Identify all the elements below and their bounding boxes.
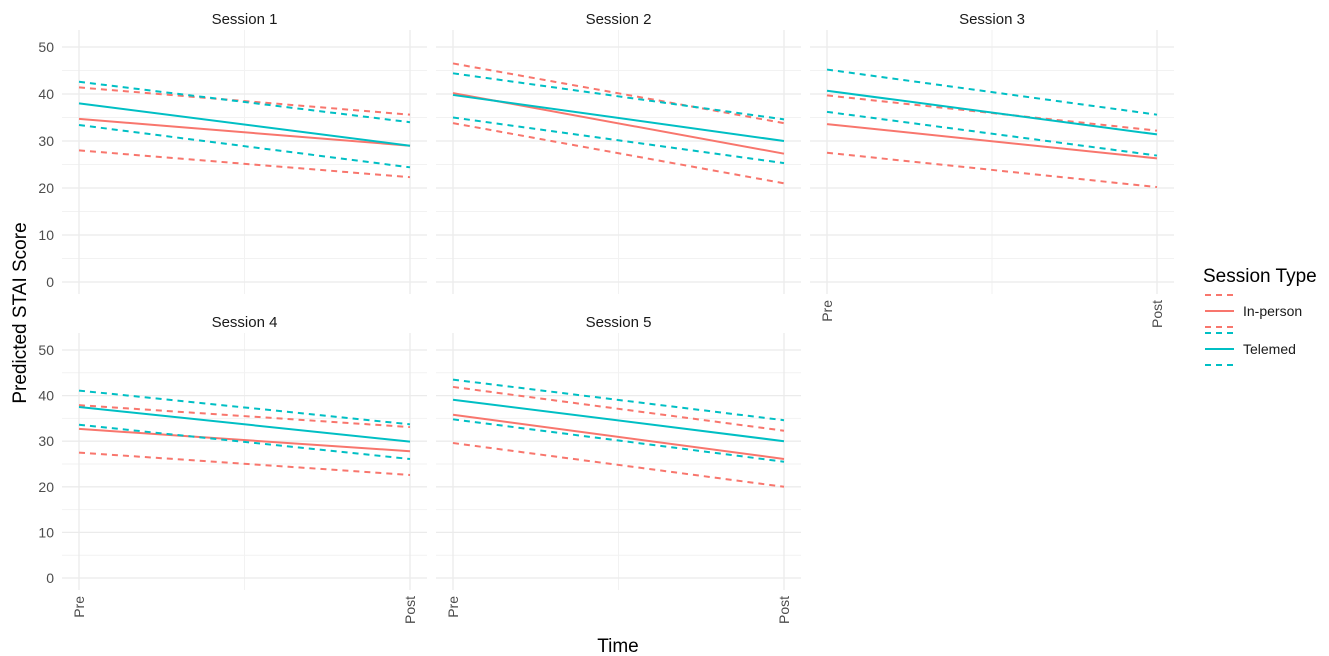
y-tick-label: 30: [38, 433, 54, 449]
y-tick-label: 20: [38, 479, 54, 495]
fit-line-telemed: [826, 89, 1158, 136]
y-tick-label: 10: [38, 524, 54, 540]
fit-line-telemed: [78, 406, 411, 443]
ci-upper-line-telemed: [78, 80, 411, 124]
x-tick-label: Pre: [445, 596, 461, 618]
fit-line-in-person: [826, 123, 1158, 160]
x-axis-title: Time: [597, 636, 639, 656]
panel-1: Session 1 0 10 20 30 40 50: [38, 11, 427, 294]
y-tick-label: 0: [46, 274, 54, 290]
panel-title: Session 3: [959, 11, 1025, 28]
fit-line-telemed: [78, 102, 411, 147]
panel-5: Session 5 Pre Post: [436, 314, 801, 624]
legend-label: Telemed: [1243, 341, 1296, 357]
y-tick-label: 10: [38, 227, 54, 243]
fit-line-telemed: [452, 398, 785, 443]
ci-lower-line-in-person: [78, 451, 411, 476]
ci-upper-line-in-person: [452, 385, 785, 432]
ci-lower-line-telemed: [78, 124, 411, 169]
legend: Session Type In-person Telemed: [1203, 266, 1317, 366]
x-tick-label: Post: [776, 596, 792, 624]
y-tick-label: 40: [38, 388, 54, 404]
y-tick-label: 30: [38, 133, 54, 149]
x-tick-label: Pre: [819, 300, 835, 322]
y-axis-title: Predicted STAI Score: [10, 222, 31, 403]
panel-4: Session 4 0 10 20 30 40 50 Pre Post: [38, 314, 427, 624]
fit-line-telemed: [452, 93, 785, 142]
ci-upper-line-in-person: [452, 62, 785, 125]
y-tick-label: 20: [38, 180, 54, 196]
x-tick-label: Post: [1149, 300, 1165, 328]
facet-panels: Session 1 0 10 20 30 40 50 Session 2 Session 3 Pr…: [38, 11, 1174, 624]
ci-lower-line-telemed: [78, 423, 411, 460]
x-tick-label: Post: [402, 596, 418, 624]
ci-lower-line-in-person: [826, 151, 1158, 189]
y-tick-label: 50: [38, 342, 54, 358]
ci-upper-line-telemed: [452, 72, 785, 121]
ci-upper-line-telemed: [826, 68, 1158, 116]
fit-line-in-person: [78, 117, 411, 147]
ci-lower-line-telemed: [826, 110, 1158, 157]
ci-lower-line-in-person: [452, 442, 785, 488]
fit-line-in-person: [452, 413, 785, 460]
ci-lower-line-in-person: [78, 149, 411, 179]
y-tick-label: 0: [46, 570, 54, 586]
ci-lower-line-telemed: [452, 116, 785, 165]
ci-upper-line-in-person: [78, 404, 411, 429]
legend-key-in-person: In-person: [1205, 294, 1302, 328]
x-tick-label: Pre: [71, 596, 87, 618]
ci-lower-line-in-person: [452, 122, 785, 185]
panel-3: Session 3 Pre Post: [810, 11, 1174, 328]
y-tick-label: 40: [38, 86, 54, 102]
panel-title: Session 5: [586, 314, 652, 331]
panel-title: Session 1: [212, 11, 278, 28]
panel-title: Session 2: [586, 11, 652, 28]
legend-key-telemed: Telemed: [1205, 332, 1296, 366]
y-tick-label: 50: [38, 39, 54, 55]
legend-title: Session Type: [1203, 266, 1317, 287]
ci-lower-line-telemed: [452, 418, 785, 463]
panel-title: Session 4: [212, 314, 278, 331]
panel-2: Session 2: [436, 11, 801, 294]
ci-upper-line-telemed: [452, 378, 785, 422]
ci-upper-line-telemed: [78, 389, 411, 426]
fit-line-in-person: [78, 427, 411, 453]
legend-label: In-person: [1243, 303, 1302, 319]
